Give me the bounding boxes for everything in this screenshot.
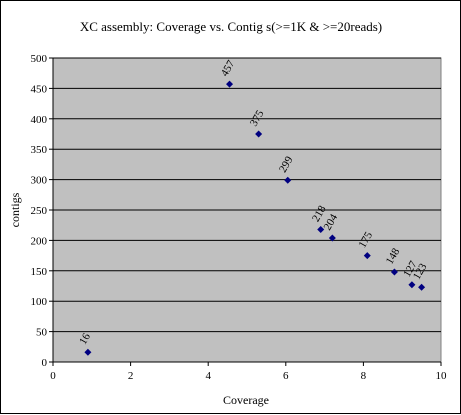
x-tick-label: 0 [50, 370, 56, 382]
data-point [390, 268, 398, 276]
x-tick-label: 8 [361, 370, 367, 382]
data-point [363, 252, 371, 260]
y-tick-label: 500 [31, 53, 48, 65]
data-point [284, 176, 292, 184]
y-tick-label: 150 [31, 266, 48, 278]
y-tick-label: 350 [31, 144, 48, 156]
x-tick-label: 10 [436, 370, 448, 382]
x-axis-ticks: 0 2 4 6 8 10 [50, 362, 447, 382]
y-axis-ticks: 0 50 100 150 200 250 300 350 400 450 500 [31, 53, 53, 369]
x-tick-label: 4 [205, 370, 211, 382]
y-tick-label: 50 [36, 327, 48, 339]
data-point [408, 281, 416, 289]
y-tick-label: 100 [31, 296, 48, 308]
x-axis-title: Coverage [223, 393, 269, 407]
gridlines [53, 57, 441, 333]
y-tick-label: 0 [42, 357, 48, 369]
y-tick-label: 400 [31, 114, 48, 126]
data-point [226, 80, 234, 88]
data-point [418, 283, 426, 291]
data-point [255, 130, 263, 138]
data-point [328, 234, 336, 242]
x-tick-label: 6 [283, 370, 289, 382]
y-tick-label: 250 [31, 205, 48, 217]
data-point [317, 225, 325, 233]
data-point [84, 348, 92, 356]
y-axis-title: contigs [8, 192, 22, 227]
y-tick-label: 450 [31, 83, 48, 95]
x-tick-label: 2 [128, 370, 134, 382]
y-tick-label: 300 [31, 175, 48, 187]
chart-title: XC assembly: Coverage vs. Contig s(>=1K … [80, 19, 382, 34]
y-tick-label: 200 [31, 235, 48, 247]
